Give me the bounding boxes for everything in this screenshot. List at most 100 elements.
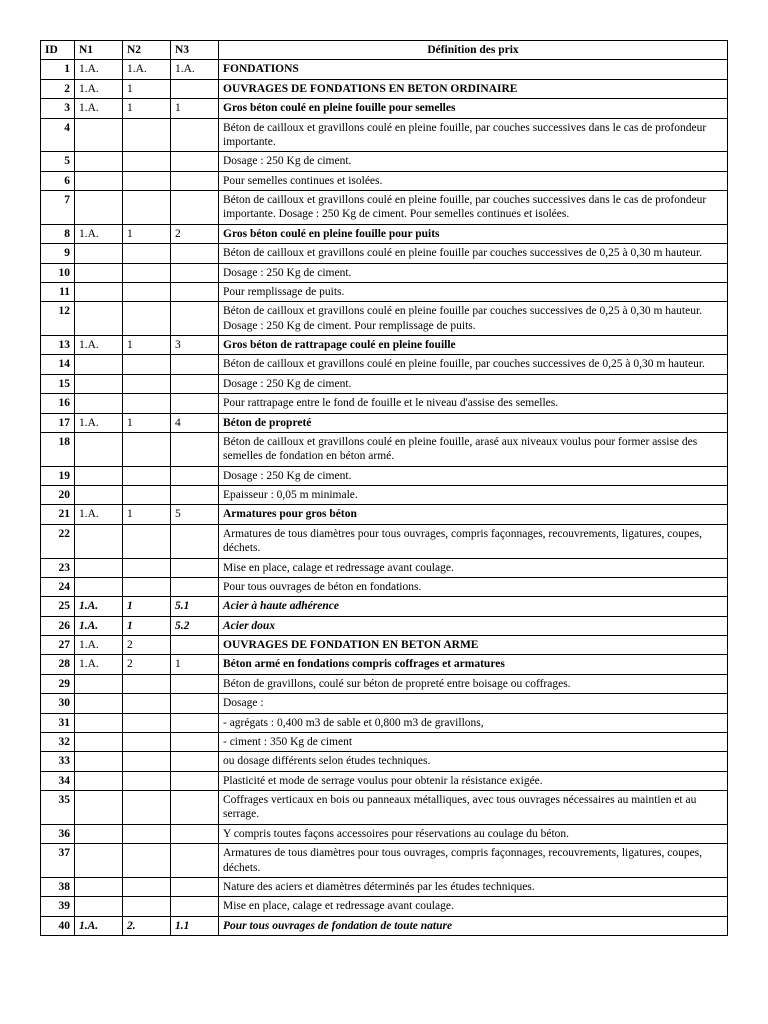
col-id: ID [41,41,75,60]
cell-id: 33 [41,752,75,771]
table-row: 36 Y compris toutes façons accessoires po… [41,824,728,843]
cell-n3 [171,374,219,393]
cell-n2 [123,824,171,843]
cell-id: 25 [41,597,75,616]
cell-n2 [123,897,171,916]
cell-n3 [171,752,219,771]
cell-n2 [123,694,171,713]
cell-n1 [75,674,123,693]
cell-n3: 5.1 [171,597,219,616]
cell-n1 [75,844,123,878]
cell-def: - agrégats : 0,400 m3 de sable et 0,800 … [219,713,728,732]
table-row: 11Pour remplissage de puits. [41,282,728,301]
cell-n2: 1 [123,597,171,616]
document-page: ID N1 N2 N3 Définition des prix 11.A.1.A… [0,0,768,1024]
cell-n3 [171,577,219,596]
cell-n2 [123,674,171,693]
cell-def: Pour remplissage de puits. [219,282,728,301]
cell-n3 [171,771,219,790]
cell-def: Acier à haute adhérence [219,597,728,616]
definition-table: ID N1 N2 N3 Définition des prix 11.A.1.A… [40,40,728,936]
cell-n3 [171,171,219,190]
cell-n2 [123,486,171,505]
cell-id: 23 [41,558,75,577]
cell-id: 17 [41,413,75,432]
cell-n3 [171,394,219,413]
cell-def: Béton de cailloux et gravillons coulé en… [219,302,728,336]
cell-def: Dosage : 250 Kg de ciment. [219,152,728,171]
cell-def: Gros béton coulé en pleine fouille pour … [219,99,728,118]
table-row: 401.A.2.1.1Pour tous ouvrages de fondati… [41,916,728,935]
cell-n3: 2 [171,224,219,243]
table-row: 15Dosage : 250 Kg de ciment. [41,374,728,393]
cell-n2 [123,791,171,825]
cell-n2 [123,394,171,413]
cell-n1 [75,374,123,393]
cell-id: 40 [41,916,75,935]
cell-n3 [171,844,219,878]
cell-id: 4 [41,118,75,152]
cell-id: 31 [41,713,75,732]
cell-n3 [171,152,219,171]
cell-id: 28 [41,655,75,674]
cell-id: 37 [41,844,75,878]
cell-n3 [171,432,219,466]
table-row: 21.A.1OUVRAGES DE FONDATIONS EN BETON OR… [41,79,728,98]
cell-n2: 2 [123,636,171,655]
cell-n3 [171,118,219,152]
cell-n1 [75,244,123,263]
cell-def: Béton de cailloux et gravillons coulé en… [219,355,728,374]
cell-id: 26 [41,616,75,635]
cell-id: 10 [41,263,75,282]
cell-id: 36 [41,824,75,843]
cell-n1: 1.A. [75,60,123,79]
cell-n1 [75,577,123,596]
cell-n1: 1.A. [75,655,123,674]
cell-n1 [75,486,123,505]
cell-n3 [171,897,219,916]
cell-def: Béton de cailloux et gravillons coulé en… [219,244,728,263]
table-row: 34Plasticité et mode de serrage voulus p… [41,771,728,790]
cell-n3 [171,877,219,896]
table-row: 131.A.13Gros béton de rattrapage coulé e… [41,336,728,355]
cell-n2 [123,263,171,282]
cell-id: 14 [41,355,75,374]
cell-n3: 5.2 [171,616,219,635]
cell-n2 [123,877,171,896]
cell-def: Dosage : 250 Kg de ciment. [219,374,728,393]
cell-id: 19 [41,466,75,485]
cell-id: 30 [41,694,75,713]
cell-n2 [123,355,171,374]
cell-n3 [171,636,219,655]
table-row: 37Armatures de tous diamètres pour tous … [41,844,728,878]
table-row: 24Pour tous ouvrages de béton en fondati… [41,577,728,596]
cell-n2: 1 [123,336,171,355]
cell-id: 1 [41,60,75,79]
table-row: 7Béton de cailloux et gravillons coulé e… [41,191,728,225]
cell-id: 9 [41,244,75,263]
table-row: 11.A.1.A.1.A.FONDATIONS [41,60,728,79]
cell-n2 [123,713,171,732]
cell-n1: 1.A. [75,597,123,616]
table-row: 12Béton de cailloux et gravillons coulé … [41,302,728,336]
cell-def: ou dosage différents selon études techni… [219,752,728,771]
cell-n3 [171,791,219,825]
cell-n3: 5 [171,505,219,524]
cell-n3 [171,244,219,263]
cell-id: 7 [41,191,75,225]
table-row: 39Mise en place, calage et redressage av… [41,897,728,916]
table-row: 32- ciment : 350 Kg de ciment [41,732,728,751]
cell-n1: 1.A. [75,79,123,98]
cell-def: Coffrages verticaux en bois ou panneaux … [219,791,728,825]
cell-n2: 2. [123,916,171,935]
cell-id: 39 [41,897,75,916]
cell-n2 [123,302,171,336]
cell-id: 16 [41,394,75,413]
cell-def: Béton de gravillons, coulé sur béton de … [219,674,728,693]
cell-def: Plasticité et mode de serrage voulus pou… [219,771,728,790]
cell-n1 [75,466,123,485]
cell-def: Y compris toutes façons accessoires pour… [219,824,728,843]
cell-id: 24 [41,577,75,596]
cell-n3 [171,302,219,336]
table-row: 31 - agrégats : 0,400 m3 de sable et 0,80… [41,713,728,732]
